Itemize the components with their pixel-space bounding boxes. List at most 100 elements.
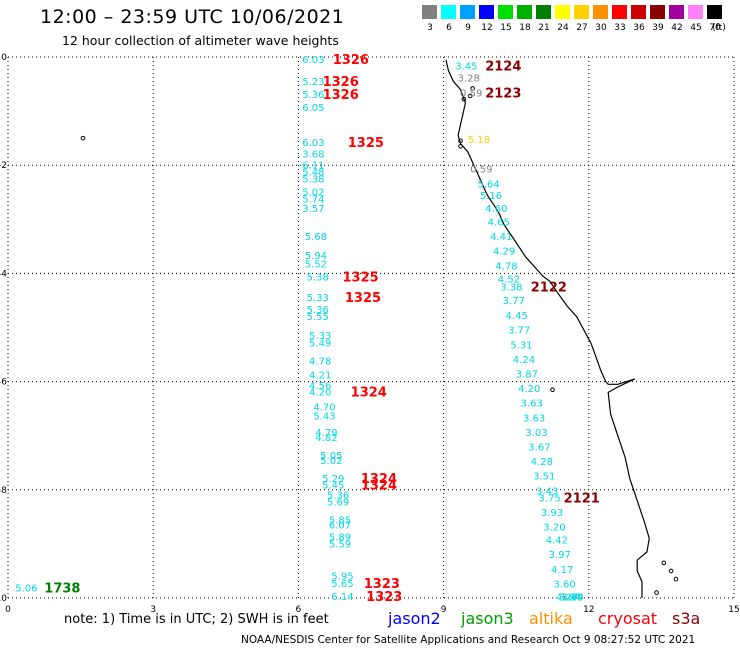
swh-value-label: 3.93 (541, 508, 563, 519)
island-shape (673, 576, 679, 582)
pass-time-label: 2124 (485, 60, 521, 75)
swh-value-label: 4.41 (490, 232, 512, 243)
swh-value-label: 0.59 (460, 89, 482, 100)
swh-value-label: 3.49 (561, 592, 583, 603)
swh-value-label: 4.79 (315, 428, 337, 439)
swh-value-label: 5.68 (305, 232, 327, 243)
island-shape (661, 560, 667, 566)
legend-swatch (707, 5, 722, 19)
swh-value-label: 5.74 (302, 195, 324, 206)
legend-swatch (631, 5, 646, 19)
swh-value-label: 5.64 (477, 180, 499, 191)
swh-value-label: 3.38 (500, 282, 522, 293)
swh-value-label: 5.55 (307, 312, 329, 323)
legend-bin-label: 18 (519, 23, 531, 33)
pass-time-label: 1325 (342, 271, 378, 286)
legend-bin-label: 3 (427, 23, 433, 33)
swh-value-label: 5.38 (307, 273, 329, 284)
swh-value-label: 5.85 (329, 516, 351, 527)
y-tick-label: -6 (0, 378, 7, 388)
pass-time-label: 2123 (485, 87, 521, 102)
legend-swatch (479, 5, 494, 19)
pass-time-label: 1325 (348, 136, 384, 151)
swh-value-label: 3.64 (559, 592, 581, 603)
swh-value-label: 3.03 (525, 428, 547, 439)
legend-bin-label: 27 (576, 23, 588, 33)
swh-value-label: 4.20 (309, 387, 331, 398)
legend-swatch (498, 5, 513, 19)
legend-bin-label: 21 (538, 23, 550, 33)
island-shape (458, 143, 463, 149)
mission-label: altika (529, 609, 573, 628)
legend-swatch (650, 5, 665, 19)
legend-swatch (688, 5, 703, 19)
swh-value-label: 3.60 (553, 579, 575, 590)
swh-value-label: 5.31 (510, 340, 532, 351)
pass-time-label: 1325 (345, 291, 381, 306)
swh-value-label: 6.14 (331, 592, 353, 603)
x-tick-label: 6 (296, 605, 302, 615)
x-tick-label: 0 (5, 605, 11, 615)
swh-value-label: 5.36 (307, 305, 329, 316)
pass-time-label: 1326 (323, 88, 359, 103)
legend-swatch (555, 5, 570, 19)
island-shape (461, 96, 467, 102)
swh-value-label: 4.70 (313, 402, 335, 413)
coastline (80, 59, 679, 598)
swh-value-label: 5.89 (329, 532, 351, 543)
pass-time-label: 1324 (351, 385, 387, 400)
swh-value-label: 4.78 (309, 357, 331, 368)
swh-value-label: 3.77 (503, 296, 525, 307)
swh-value-label: 5.45 (322, 480, 344, 491)
pass-time-label: 2122 (531, 280, 567, 295)
swh-value-label: 4.56 (309, 381, 331, 392)
swh-value-label: 3.43 (536, 486, 558, 497)
legend-bin-label: 39 (652, 23, 664, 33)
swh-value-label: 3.75 (538, 493, 560, 504)
swh-value-label: 5.05 (320, 451, 342, 462)
swh-value-label: 3.68 (302, 149, 324, 160)
legend-bin-label: 33 (614, 23, 626, 33)
map-title: 12:00 – 23:59 UTC 10/06/2021 (40, 6, 345, 28)
swh-value-label: 4.45 (506, 311, 528, 322)
swh-value-label: 3.51 (533, 472, 555, 483)
legend-swatch (669, 5, 684, 19)
swh-value-label: 5.69 (327, 498, 349, 509)
island-shape (458, 138, 463, 144)
swh-value-label: 3.28 (458, 74, 480, 85)
swh-value-label: 6.05 (302, 103, 324, 114)
mission-label: s3a (672, 609, 701, 628)
legend-unit-label: (ft) (712, 23, 726, 33)
legend-bin-label: 15 (500, 23, 512, 33)
swh-value-label: 6.03 (302, 55, 324, 66)
swh-value-label: 6.07 (329, 520, 351, 531)
pass-time-label: 1323 (364, 577, 400, 592)
pass-time-label: 1326 (323, 75, 359, 90)
legend-bin-label: 9 (465, 23, 471, 33)
swh-value-label: 4.29 (493, 247, 515, 258)
swh-value-label: 4.78 (495, 261, 517, 272)
swh-value-label: 5.33 (309, 331, 331, 342)
legend-swatch (422, 5, 437, 19)
legend-swatch (517, 5, 532, 19)
pass-time-label: 1323 (366, 590, 402, 605)
legend-bin-label: 30 (595, 23, 607, 33)
swh-value-label: 3.57 (302, 204, 324, 215)
swh-value-label: 4.21 (309, 371, 331, 382)
legend-bin-label: 12 (481, 23, 493, 33)
map-subtitle: 12 hour collection of altimeter wave hei… (62, 33, 339, 48)
swh-value-label: 5.33 (307, 293, 329, 304)
swh-value-label: 4.17 (551, 565, 573, 576)
map-grid (7, 56, 735, 599)
x-tick-label: 12 (583, 605, 594, 615)
swh-value-label: 4.24 (513, 355, 535, 366)
swh-value-label: 5.36 (327, 491, 349, 502)
swh-value-label: 6.03 (302, 138, 324, 149)
swh-value-label: 5.52 (305, 260, 327, 271)
credit-line: NOAA/NESDIS Center for Satellite Applica… (241, 634, 696, 646)
swh-value-label: 3.77 (508, 326, 530, 337)
mission-label: jason3 (461, 609, 514, 628)
swh-value-label: 4.60 (485, 204, 507, 215)
swh-value-label: 4.20 (518, 384, 540, 395)
